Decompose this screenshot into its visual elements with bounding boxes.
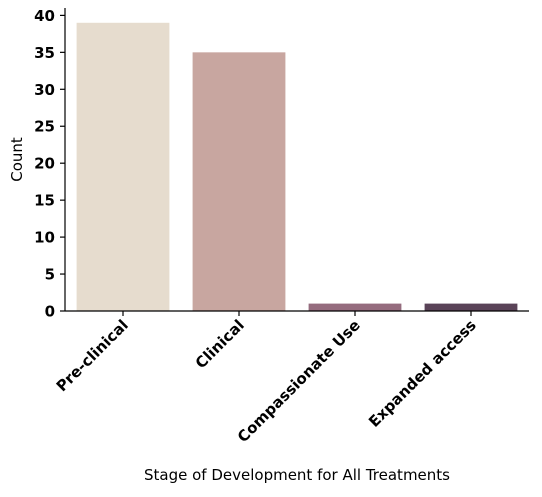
x-tick-label: Clinical [192,316,248,372]
y-tick-label: 5 [45,266,55,284]
x-tick-label: Expanded access [365,316,480,431]
x-tick-label: Compassionate Use [234,316,364,446]
y-tick-label: 25 [34,118,55,136]
x-tick-label: Pre-clinical [53,316,132,395]
axes-layer [60,8,529,316]
y-tick-label: 10 [34,229,55,247]
y-axis-title: Count [8,137,26,182]
bar-compassionate-use [308,303,402,311]
bars-layer [76,22,518,312]
y-tick-label: 20 [34,155,55,173]
x-axis-title: Stage of Development for All Treatments [144,466,450,484]
y-tick-label: 0 [45,303,55,321]
y-tick-label: 15 [34,192,55,210]
bar-pre-clinical [76,22,170,311]
bar-clinical [192,52,286,312]
y-tick-label: 35 [34,44,55,62]
bar-expanded-access [424,303,518,311]
y-tick-label: 40 [34,7,55,25]
y-tick-label: 30 [34,81,55,99]
